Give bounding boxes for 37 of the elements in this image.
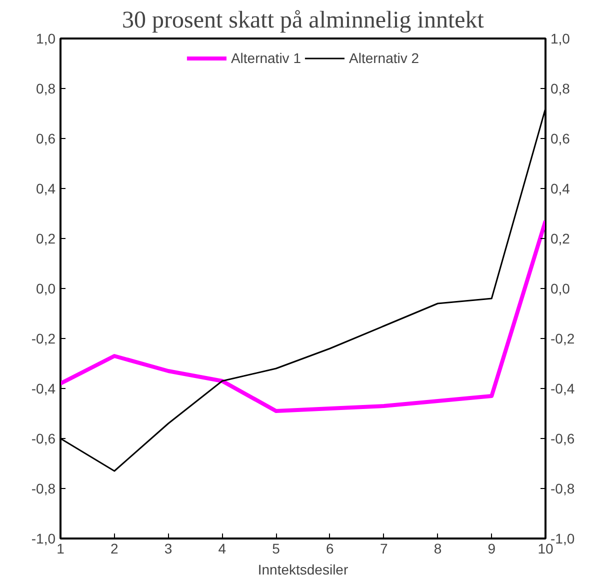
x-tick-label: 7 bbox=[380, 540, 388, 556]
y2-tick-label: -0,8 bbox=[550, 480, 575, 496]
x-tick-label: 3 bbox=[164, 540, 172, 556]
chart-title: 30 prosent skatt på alminnelig inntekt bbox=[122, 8, 484, 34]
x-tick-label: 6 bbox=[326, 540, 334, 556]
y2-tick-label: -1,0 bbox=[550, 530, 575, 546]
y2-tick-label: 0,4 bbox=[550, 180, 570, 196]
y2-tick-label: 0,2 bbox=[550, 230, 570, 246]
y-tick-label: 0,0 bbox=[36, 280, 56, 296]
y2-tick-label: -0,2 bbox=[550, 330, 575, 346]
y2-tick-label: 1,0 bbox=[550, 30, 570, 46]
x-tick-label: 10 bbox=[538, 540, 554, 556]
x-tick-label: 1 bbox=[56, 540, 65, 556]
y2-tick-label: -0,6 bbox=[550, 430, 575, 446]
y-tick-label: -1,0 bbox=[31, 530, 56, 546]
y-tick-label: -0,2 bbox=[31, 330, 56, 346]
y2-tick-label: 0,6 bbox=[550, 130, 570, 146]
x-tick-label: 4 bbox=[218, 540, 226, 556]
y-tick-label: -0,4 bbox=[31, 380, 56, 396]
y-tick-label: 0,4 bbox=[36, 180, 56, 196]
y-tick-label: 0,8 bbox=[36, 80, 56, 96]
y2-tick-label: -0,4 bbox=[550, 380, 575, 396]
x-tick-label: 9 bbox=[488, 540, 496, 556]
x-tick-label: 8 bbox=[434, 540, 442, 556]
y-tick-label: -0,8 bbox=[31, 480, 56, 496]
x-axis-title: Inntektsdesiler bbox=[258, 562, 348, 578]
y-tick-label: 0,6 bbox=[36, 130, 56, 146]
y-tick-label: 1,0 bbox=[36, 30, 56, 46]
legend-label: Alternativ 1 bbox=[230, 50, 301, 66]
x-tick-label: 5 bbox=[272, 540, 280, 556]
y-tick-label: 0,2 bbox=[36, 230, 56, 246]
x-tick-label: 2 bbox=[110, 540, 118, 556]
y2-tick-label: 0,8 bbox=[550, 80, 570, 96]
y-tick-label: -0,6 bbox=[31, 430, 56, 446]
y2-tick-label: 0,0 bbox=[550, 280, 570, 296]
legend-label: Alternativ 2 bbox=[349, 50, 420, 66]
line-series bbox=[60, 219, 546, 413]
